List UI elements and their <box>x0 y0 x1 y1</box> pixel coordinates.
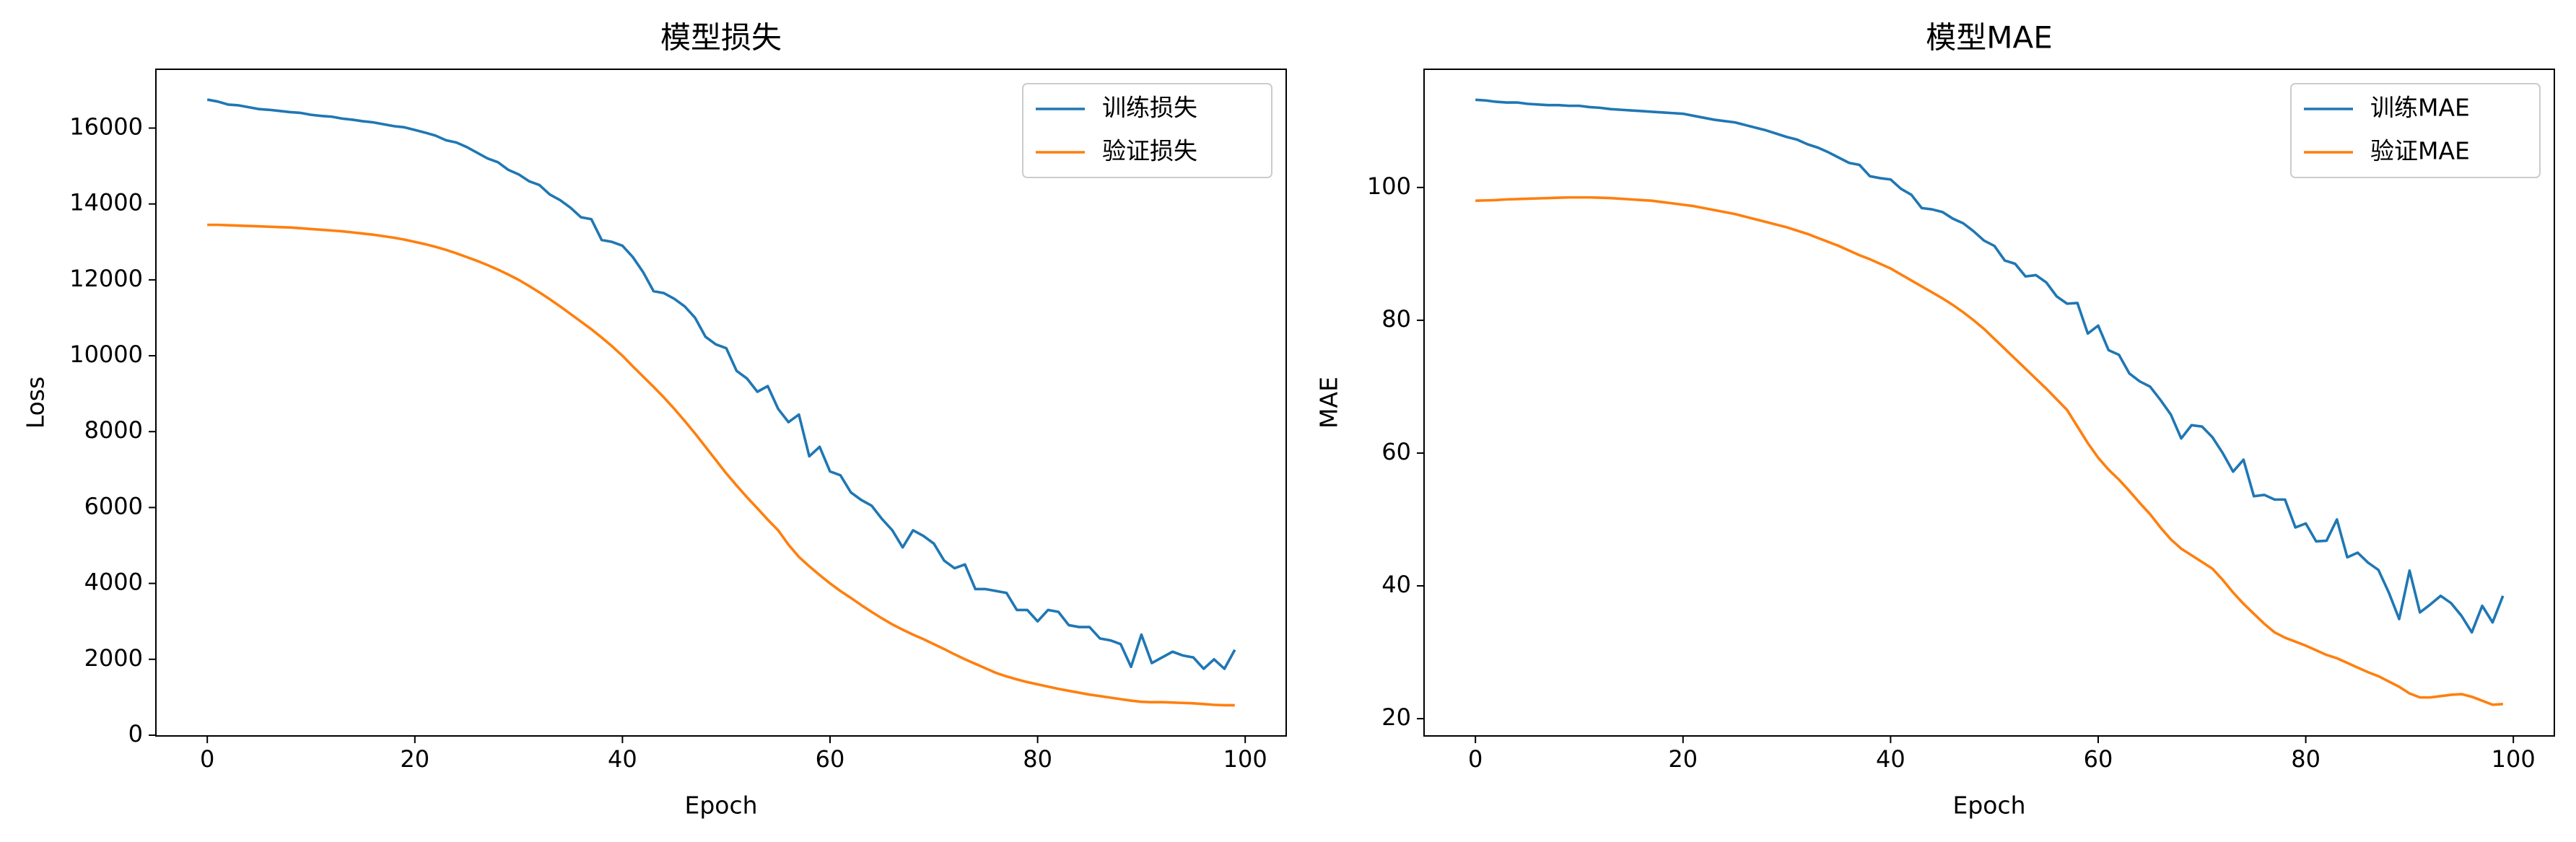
x-tick-label: 80 <box>1023 745 1052 773</box>
legend-label: 训练损失 <box>1102 94 1197 122</box>
data-line <box>1475 98 2505 634</box>
y-tick-label: 10000 <box>69 341 143 368</box>
x-tick-label: 40 <box>608 745 637 773</box>
chart-title: 模型MAE <box>1926 20 2053 56</box>
data-line <box>206 98 1236 670</box>
legend-box <box>1022 83 1272 178</box>
x-tick-label: 40 <box>1876 745 1905 773</box>
chart-title: 模型损失 <box>660 20 782 56</box>
y-tick-label: 40 <box>1381 571 1411 598</box>
legend-label: 验证损失 <box>1102 137 1197 165</box>
y-tick-label: 16000 <box>69 113 143 141</box>
x-axis-label: Epoch <box>684 791 757 820</box>
x-tick-label: 80 <box>2291 745 2320 773</box>
x-tick-label: 100 <box>1223 745 1267 773</box>
plot-frame <box>1423 69 2555 737</box>
legend-label: 验证MAE <box>2370 137 2470 165</box>
y-tick-label: 12000 <box>69 265 143 292</box>
legend-label: 训练MAE <box>2370 94 2470 122</box>
x-tick-label: 60 <box>816 745 845 773</box>
y-tick-label: 80 <box>1381 305 1411 333</box>
x-tick-label: 60 <box>2084 745 2113 773</box>
y-tick-label: 2000 <box>84 644 143 672</box>
plot-frame <box>155 69 1287 737</box>
y-axis-label: MAE <box>1315 377 1343 429</box>
data-line <box>207 223 1235 707</box>
y-tick-label: 0 <box>128 720 143 747</box>
y-tick-label: 6000 <box>84 492 143 519</box>
y-tick-label: 60 <box>1381 438 1411 465</box>
x-tick-label: 100 <box>2492 745 2536 773</box>
x-tick-label: 0 <box>1468 745 1483 773</box>
x-tick-label: 20 <box>400 745 429 773</box>
x-axis-label: Epoch <box>1952 791 2025 820</box>
x-tick-label: 0 <box>200 745 214 773</box>
data-line <box>1475 196 2503 706</box>
y-tick-label: 20 <box>1381 703 1411 731</box>
legend-box <box>2290 83 2541 178</box>
y-axis-label: Loss <box>22 377 50 429</box>
y-tick-label: 8000 <box>84 416 143 444</box>
y-tick-label: 14000 <box>69 189 143 216</box>
y-tick-label: 4000 <box>84 569 143 596</box>
x-tick-label: 20 <box>1668 745 1698 773</box>
y-tick-label: 100 <box>1367 172 1411 200</box>
